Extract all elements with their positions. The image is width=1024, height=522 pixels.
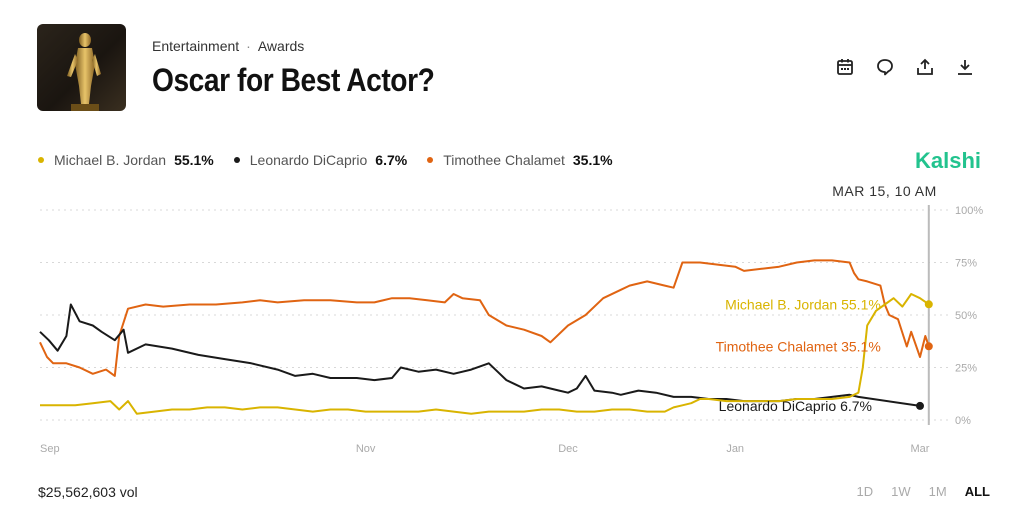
volume-text: $25,562,603 vol: [38, 484, 138, 500]
price-chart[interactable]: 0% 25% 50% 75% 100% Sep Nov Dec Jan Mar MAR 15, 10…: [0, 0, 1024, 470]
series-end-dot: [924, 300, 933, 309]
series-line: [39, 303, 921, 407]
hover-date-label: MAR 15, 10 AM: [832, 183, 937, 199]
calendar-icon[interactable]: [836, 58, 854, 76]
action-toolbar: [836, 58, 974, 76]
y-tick-label: 25%: [955, 363, 977, 375]
range-all[interactable]: ALL: [964, 484, 990, 499]
series-end-label: Leonardo DiCaprio 6.7%: [719, 398, 872, 414]
page-title: Oscar for Best Actor?: [152, 62, 435, 98]
range-selector: 1D 1W 1M ALL: [857, 484, 990, 499]
breadcrumb-category[interactable]: Entertainment: [152, 38, 240, 54]
comment-icon[interactable]: [876, 58, 894, 76]
breadcrumb: Entertainment · Awards: [152, 38, 304, 54]
series-end-dot: [916, 401, 924, 410]
series-end-label: Timothee Chalamet 35.1%: [716, 338, 881, 354]
x-tick-label: Nov: [356, 443, 376, 455]
legend-dot: [427, 157, 434, 163]
legend-dot: [233, 157, 240, 163]
y-tick-label: 50%: [955, 310, 977, 322]
series-line: [39, 259, 930, 377]
range-1d[interactable]: 1D: [856, 484, 874, 499]
series-end-dot: [924, 342, 933, 351]
legend-dot: [38, 157, 44, 163]
legend-item-dicaprio[interactable]: Leonardo DiCaprio 6.7%: [233, 152, 408, 168]
legend-name: Timothee Chalamet: [443, 152, 565, 168]
chart-legend: Michael B. Jordan 55.1% Leonardo DiCapri…: [38, 152, 613, 168]
y-tick-label: 100%: [955, 205, 983, 217]
series-end-label: Michael B. Jordan 55.1%: [725, 296, 881, 312]
legend-name: Leonardo DiCaprio: [249, 152, 368, 168]
legend-item-jordan[interactable]: Michael B. Jordan 55.1%: [38, 152, 214, 168]
legend-item-chalamet[interactable]: Timothee Chalamet 35.1%: [427, 152, 613, 168]
y-tick-label: 0%: [955, 415, 971, 427]
range-1m[interactable]: 1M: [928, 484, 947, 499]
market-thumbnail: [37, 24, 126, 111]
x-tick-label: Mar: [911, 443, 930, 455]
legend-name: Michael B. Jordan: [54, 152, 167, 168]
breadcrumb-separator: ·: [246, 38, 251, 54]
range-1w[interactable]: 1W: [891, 484, 911, 499]
legend-value: 35.1%: [572, 152, 613, 168]
legend-value: 55.1%: [174, 152, 214, 168]
x-tick-label: Sep: [40, 443, 60, 455]
x-tick-label: Dec: [558, 443, 578, 455]
x-tick-label: Jan: [726, 443, 744, 455]
breadcrumb-subcategory[interactable]: Awards: [257, 38, 305, 54]
share-icon[interactable]: [916, 58, 934, 76]
brand-logo[interactable]: Kalshi: [914, 148, 981, 173]
series-line: [40, 293, 930, 415]
legend-value: 6.7%: [375, 152, 408, 168]
y-tick-label: 75%: [955, 258, 977, 270]
download-icon[interactable]: [956, 58, 974, 76]
oscar-statuette-icon: [67, 33, 101, 111]
